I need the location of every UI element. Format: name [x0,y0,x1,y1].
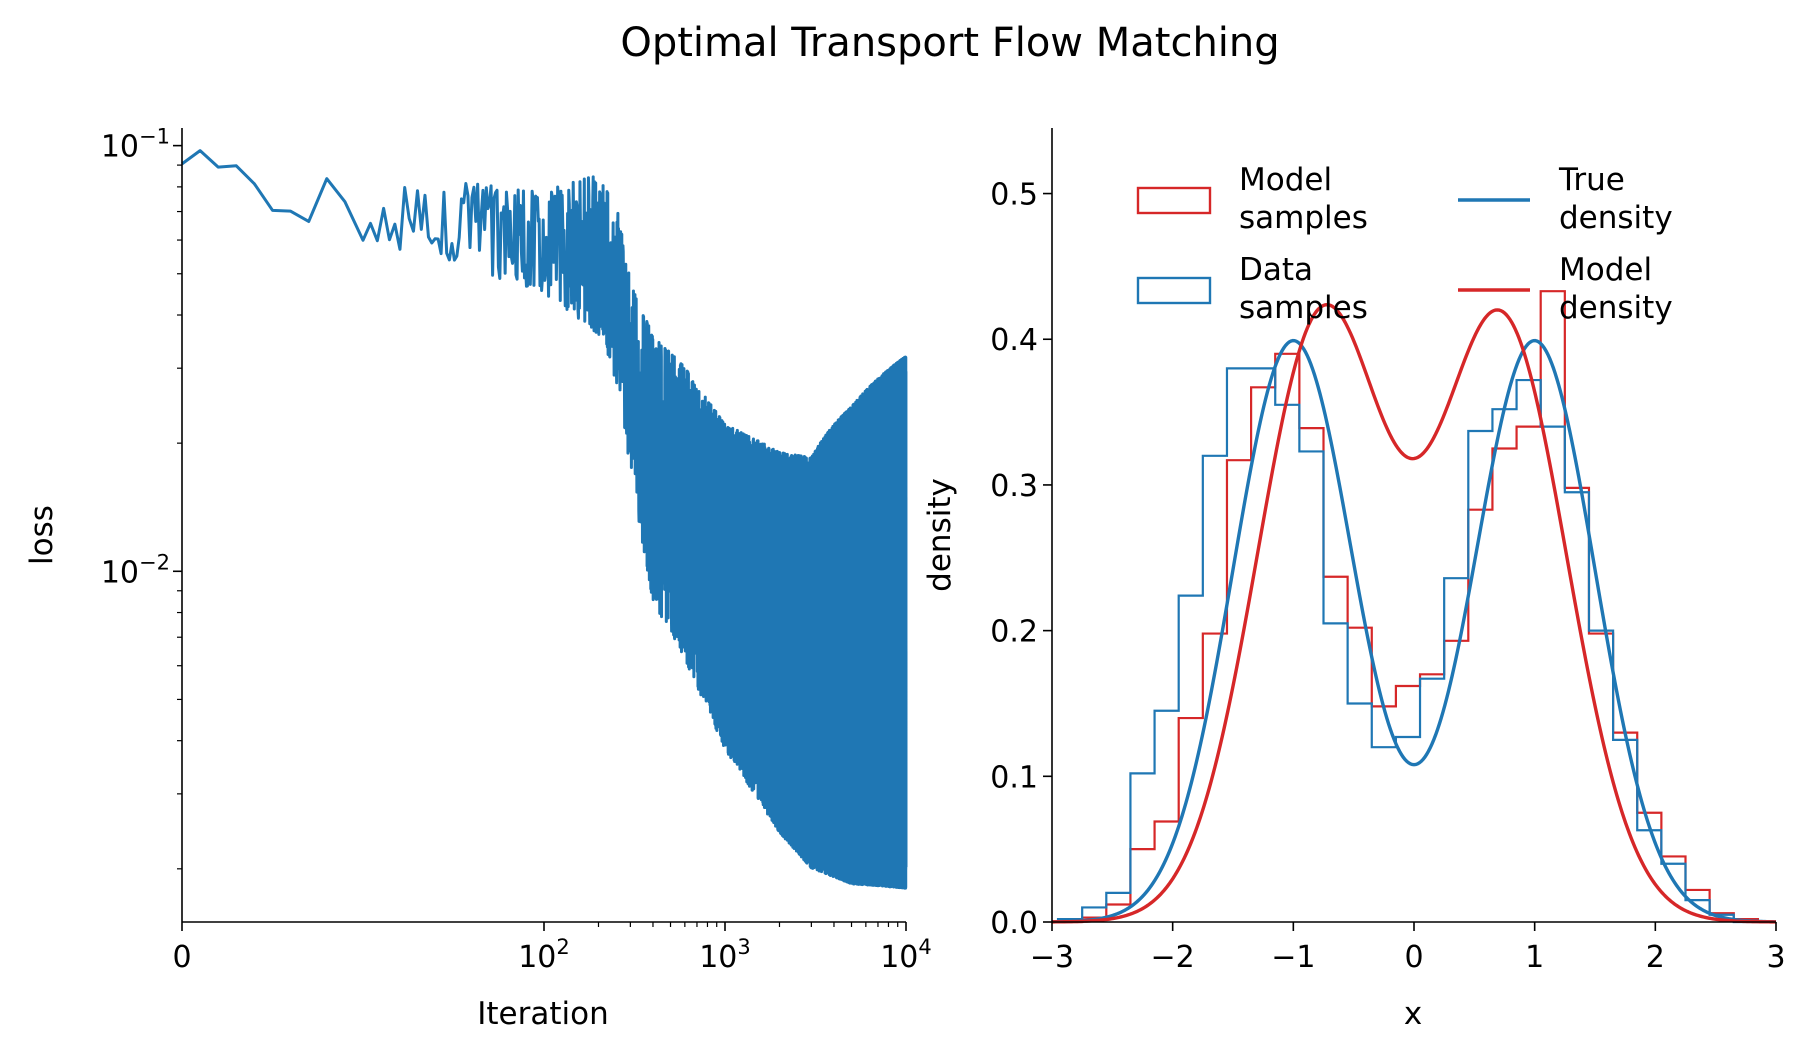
density-ytick-label: 0.1 [990,760,1038,795]
density-xlabel: x [1404,996,1422,1032]
legend-item: Data samples [1136,252,1368,326]
loss-line [181,149,908,890]
histograms [1056,290,1759,924]
legend-patch [1136,276,1212,305]
legend-item: True density [1458,162,1673,236]
loss-xtick-label: 102 [518,935,570,975]
loss-ytick-label: 10−1 [101,125,170,165]
loss-xtick-label: 0 [172,940,191,975]
loss-axes: 0 102 103 104 10−1 10−2 [101,125,932,975]
legend-item: Model density [1458,252,1673,326]
density-ytick-label: 0.5 [990,178,1038,213]
density-ytick-label: 0.4 [990,323,1038,358]
density-xtick-label: 1 [1525,940,1544,975]
legend: Model samples True density Data samples Model d… [1136,162,1673,326]
figure-title: Optimal Transport Flow Matching [620,20,1279,66]
model-density-curve [1051,302,1777,924]
legend-label: Data samples [1239,252,1368,326]
loss-xtick-label: 104 [880,935,932,975]
legend-item: Model samples [1136,162,1368,236]
loss-xlabel: Iteration [477,996,609,1032]
legend-patch [1136,186,1212,215]
legend-label: Model density [1559,252,1673,326]
loss-panel: 0 102 103 104 10−1 10−2 Iteration loss [24,125,932,1032]
density-xtick-label: 2 [1646,940,1665,975]
model-samples-histogram [1058,290,1759,924]
density-panel: −3 −2 −1 0 1 2 3 0.0 0.1 0.2 0.3 0.4 0.5 Model sample… [922,128,1786,1032]
density-ylabel: density [922,478,958,592]
legend-label: Model samples [1239,162,1368,236]
density-xtick-label: −1 [1271,940,1315,975]
density-xtick-label: −2 [1151,940,1195,975]
density-xtick-label: −3 [1030,940,1074,975]
loss-ytick-label: 10−2 [101,550,170,590]
density-curves [1051,302,1777,924]
density-xtick-label: 3 [1766,940,1785,975]
density-ytick-label: 0.2 [990,615,1038,650]
loss-series-line [181,149,908,890]
loss-ylabel: loss [24,505,60,565]
density-ytick-label: 0.3 [990,469,1038,504]
loss-xtick-label: 103 [699,935,751,975]
true-density-curve [1051,338,1777,924]
density-ytick-label: 0.0 [990,906,1038,941]
density-xtick-label: 0 [1404,940,1423,975]
density-axes: −3 −2 −1 0 1 2 3 0.0 0.1 0.2 0.3 0.4 0.5 [990,128,1786,975]
legend-label: True density [1558,162,1673,236]
